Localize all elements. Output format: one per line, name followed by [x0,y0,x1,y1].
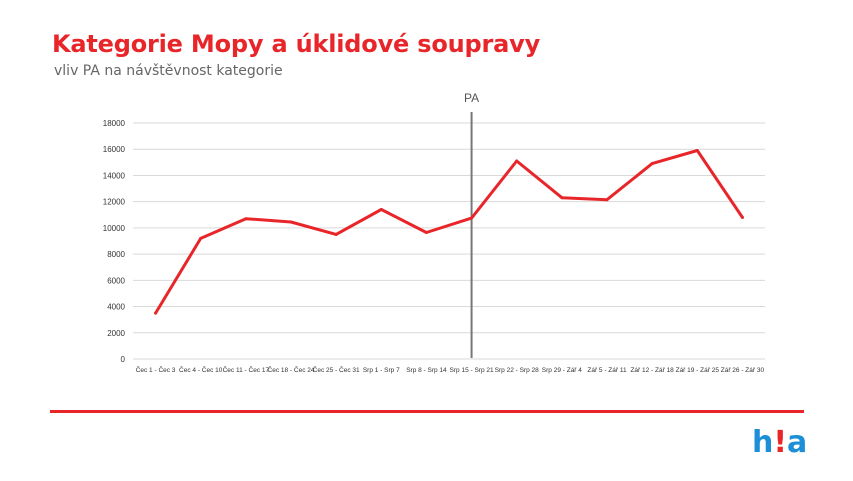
brand-logo: h!a [752,425,807,461]
logo-exclamation: ! [773,425,788,460]
data-point [650,162,654,166]
y-tick-label: 6000 [107,276,125,285]
data-point [154,311,158,315]
data-point [515,159,519,163]
y-tick-label: 4000 [107,303,125,312]
chart-subtitle: vliv PA na návštěvnost kategorie [54,63,283,79]
footer-divider [50,410,804,413]
x-tick-label: Zář 5 - Zář 11 [587,367,627,374]
data-point [379,208,383,212]
y-tick-label: 18000 [103,119,126,128]
x-tick-label: Srp 22 - Srp 28 [495,367,539,374]
data-point [289,220,293,224]
y-tick-label: 10000 [103,224,126,233]
data-point [244,217,248,221]
data-point [334,232,338,236]
x-tick-label: Čec 4 - Čec 10 [179,365,223,374]
series-line [154,149,744,315]
x-tick-label: Čec 25 - Čec 31 [313,365,360,374]
x-tick-label: Srp 8 - Srp 14 [406,367,447,374]
data-point [740,215,744,219]
y-tick-label: 8000 [107,250,125,259]
data-point [605,198,609,202]
x-tick-label: Zář 12 - Zář 18 [630,367,674,374]
x-tick-label: Čec 18 - Čec 24 [268,365,315,374]
x-tick-label: Srp 29 - Zář 4 [542,367,582,374]
x-tick-label: Čec 1 - Čec 3 [136,365,176,374]
chart-title: Kategorie Mopy a úklidové soupravy [52,30,541,58]
data-point [560,196,564,200]
data-point [470,216,474,220]
logo-letter-h: h [752,425,774,460]
x-tick-label: Zář 26 - Zář 30 [721,367,765,374]
y-tick-label: 14000 [103,171,126,180]
logo-letter-a: a [787,425,808,460]
data-point [424,230,428,234]
y-tick-label: 16000 [103,145,126,154]
x-tick-label: Srp 1 - Srp 7 [363,367,400,374]
x-tick-label: Čec 11 - Čec 17 [223,365,270,374]
line-chart: 0 2000 4000 6000 8000 10000 12000 14000 16000 180… [103,91,765,374]
data-point [695,149,699,153]
x-tick-label: Zář 19 - Zář 25 [676,367,720,374]
pa-marker-label: PA [464,91,479,105]
y-tick-label: 0 [121,355,126,364]
y-tick-label: 2000 [107,329,125,338]
y-tick-label: 12000 [103,198,126,207]
x-tick-label: Srp 15 - Srp 21 [450,367,494,374]
data-point [199,236,203,240]
